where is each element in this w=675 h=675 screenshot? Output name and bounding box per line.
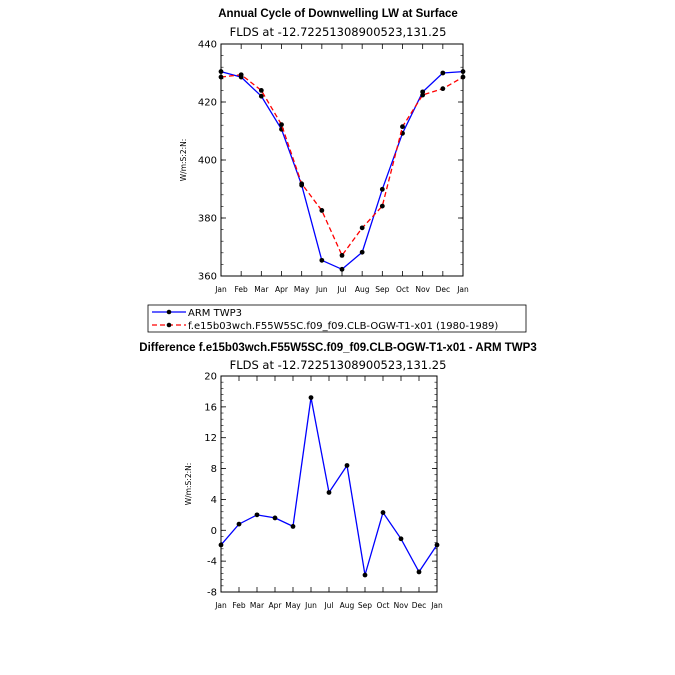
legend-label-model: f.e15b03wch.F55W5SC.f09_f09.CLB-OGW-T1-x… [188,321,498,332]
c1-xtick-label: Nov [415,285,430,294]
c2-xtick-label: Oct [377,601,390,610]
c2-series-line-0 [220,397,438,576]
chart2-plot-frame [220,375,438,593]
c1-ytick-label: 360 [198,272,217,283]
c1-xtick-label: Jan [456,285,469,294]
chart1-legend: ARM TWP3 f.e15b03wch.F55W5SC.f09_f09.CLB… [147,304,527,333]
c1-series-1-point [319,208,325,213]
c1-xtick-label: Apr [275,285,289,294]
c1-ytick-label: 440 [198,40,217,51]
c2-xtick-label: Aug [340,601,355,610]
c2-xtick-label: Feb [232,601,246,610]
c1-series-1-point [440,86,446,92]
c2-ytick-label: -8 [207,588,217,599]
c1-xtick-label: Oct [396,285,409,294]
c1-series-0-point [440,70,446,76]
c1-ytick-label: 420 [198,98,217,109]
legend-box [147,304,527,333]
c1-series-1-point [359,225,365,231]
c2-ytick-label: 20 [204,372,217,383]
c1-series-line-0 [220,70,464,271]
c1-series-0-point [319,257,325,263]
c1-series-line-1 [220,74,464,257]
c1-xtick-label: Jul [336,285,346,294]
c1-xtick-label: Dec [436,285,451,294]
c2-ytick-label: -4 [207,557,217,568]
c1-xtick-label: May [294,285,310,294]
c1-series-1-point [420,92,426,98]
c1-ytick-label: 380 [198,214,217,225]
c1-series-1-point [379,203,385,209]
c1-series-0-point [379,186,385,192]
c1-series-1-point [339,253,345,258]
c2-series-0-point [344,463,350,468]
c1-series-0-point [359,249,365,255]
c2-series-0-point [290,524,296,529]
c1-series-1-point [299,181,305,187]
c2-xtick-label: Jan [430,601,443,610]
c2-series-0-point [398,536,404,542]
c1-series-0-point [339,266,345,272]
c2-series-0-point [416,569,422,575]
c2-xtick-label: May [285,601,301,610]
legend-marker-model [166,322,172,328]
chart2-ylabel: W/m:S:2:N: [184,463,193,506]
c1-xtick-label: Jun [315,285,328,294]
c1-xtick-label: Aug [355,285,370,294]
c2-series-0-point [272,515,278,521]
c1-ytick-label: 400 [198,156,217,167]
c1-series-1-point [258,88,264,93]
c1-xtick-label: Feb [235,285,249,294]
c2-ytick-label: 0 [211,526,217,537]
legend-label-arm: ARM TWP3 [188,308,242,319]
c1-series-1-point [400,124,405,130]
c1-series-1-point [279,122,284,128]
c1-xtick-label: Sep [375,285,389,294]
c2-xtick-label: Apr [269,601,283,610]
c2-ytick-label: 4 [211,495,217,506]
c2-xtick-label: Jul [323,601,333,610]
annual-cycle-chart: Annual Cycle of Downwelling LW at Surfac… [179,8,469,294]
c2-series-0-point [308,395,314,400]
c2-series-0-point [326,490,332,495]
chart1-plot-frame [220,43,464,277]
c2-ytick-label: 12 [204,433,217,444]
chart2-title: Difference f.e15b03wch.F55W5SC.f09_f09.C… [139,342,536,354]
c2-series-0-point [236,521,242,527]
c2-ytick-label: 8 [211,464,217,475]
chart1-title: Annual Cycle of Downwelling LW at Surfac… [218,8,458,20]
c2-ytick-label: 16 [204,402,217,413]
c1-xtick-label: Mar [254,285,269,294]
chart2-subtitle: FLDS at -12.72251308900523,131.25 [230,358,447,372]
difference-chart: Difference f.e15b03wch.F55W5SC.f09_f09.C… [139,342,536,610]
c2-xtick-label: Jun [304,601,317,610]
legend-marker-arm [166,309,172,315]
c2-xtick-label: Jan [214,601,227,610]
c2-series-0-point [362,572,368,578]
chart1-subtitle: FLDS at -12.72251308900523,131.25 [230,25,447,39]
c2-xtick-label: Mar [250,601,265,610]
c1-series-1-point [238,72,244,78]
c2-series-0-point [380,510,386,515]
c1-series-0-point [258,93,264,99]
chart1-ylabel: W/m:S:2:N: [179,139,188,182]
c2-xtick-label: Sep [358,601,372,610]
c2-series-0-point [254,512,260,518]
c2-xtick-label: Dec [412,601,427,610]
c1-xtick-label: Jan [214,285,227,294]
c2-xtick-label: Nov [394,601,409,610]
